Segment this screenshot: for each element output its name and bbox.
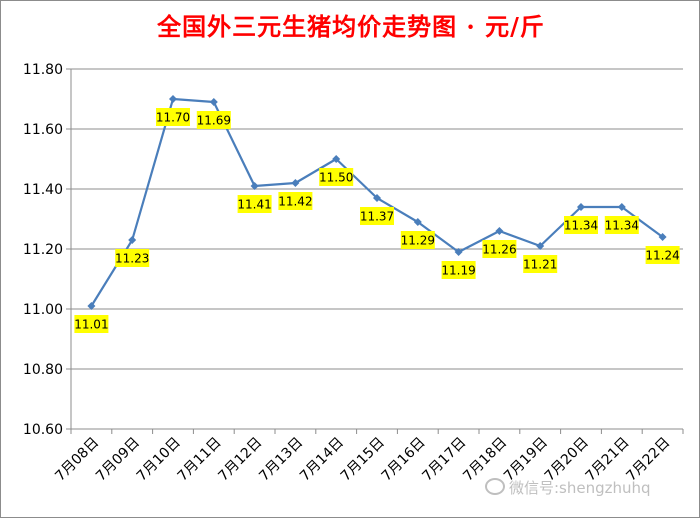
data-label-box (196, 111, 231, 129)
data-label-box (645, 246, 680, 264)
data-label: 11.24 (645, 249, 679, 263)
y-tick-label: 11.60 (23, 122, 63, 138)
x-tick-label: 7月09日 (93, 435, 143, 485)
x-tick-label: 7月15日 (338, 435, 388, 485)
watermark-text: 微信号:shengzhuhq (509, 479, 651, 497)
data-label-box (237, 195, 272, 213)
data-label: 11.41 (237, 198, 271, 212)
data-label-box (278, 192, 313, 210)
data-label-box (360, 207, 394, 225)
data-point (536, 242, 545, 250)
data-label-box (74, 315, 109, 333)
x-tick-label: 7月17日 (419, 435, 469, 485)
x-tick-label: 7月14日 (297, 435, 347, 485)
data-label-box (604, 216, 639, 234)
data-point (413, 218, 422, 226)
data-point (291, 179, 300, 187)
data-label: 11.29 (401, 234, 435, 248)
data-point (332, 155, 341, 163)
x-tick-label: 7月10日 (134, 435, 184, 485)
data-label: 11.69 (197, 114, 231, 128)
data-point (658, 233, 667, 241)
data-label-box (441, 261, 476, 279)
data-label: 11.23 (115, 252, 149, 266)
data-label: 11.26 (482, 243, 516, 257)
x-tick-label: 7月16日 (379, 435, 429, 485)
data-label: 11.21 (523, 258, 557, 272)
data-point (373, 194, 381, 202)
y-tick-label: 11.20 (23, 242, 63, 258)
data-label: 11.01 (74, 318, 108, 332)
data-label-box (564, 216, 598, 234)
data-point (128, 236, 137, 244)
y-tick-label: 11.00 (23, 302, 63, 318)
data-label: 11.42 (278, 195, 312, 209)
data-point (250, 182, 259, 190)
data-label-box (115, 249, 150, 267)
x-tick-label: 7月08日 (52, 435, 102, 485)
data-point (169, 95, 177, 103)
data-point (454, 248, 463, 256)
data-label-box (523, 255, 558, 273)
y-tick-label: 10.80 (23, 362, 63, 378)
data-point (617, 203, 626, 211)
x-tick-label: 7月11日 (175, 435, 225, 485)
data-label: 11.50 (319, 171, 353, 185)
data-point (495, 227, 504, 235)
wechat-icon (485, 478, 505, 495)
chart-title: 全国外三元生猪均价走势图 · 元/斤 (157, 12, 545, 41)
data-label: 11.37 (360, 210, 394, 224)
data-label: 11.34 (564, 219, 598, 233)
data-point (209, 98, 218, 106)
x-tick-label: 7月12日 (215, 435, 265, 485)
y-tick-label: 10.60 (23, 422, 63, 438)
x-tick-label: 7月13日 (256, 435, 306, 485)
y-tick-label: 11.80 (23, 62, 63, 78)
data-label: 11.70 (156, 111, 190, 125)
data-label-box (400, 231, 435, 249)
data-label-box (156, 108, 190, 126)
data-label-box (482, 240, 517, 258)
data-point (577, 203, 585, 211)
watermark: 微信号:shengzhuhq (485, 477, 651, 498)
y-tick-label: 11.40 (23, 182, 63, 198)
data-label: 11.19 (441, 264, 475, 278)
series-line (90, 97, 664, 307)
data-label-box (319, 168, 354, 186)
data-point (87, 302, 96, 310)
data-label: 11.34 (605, 219, 639, 233)
